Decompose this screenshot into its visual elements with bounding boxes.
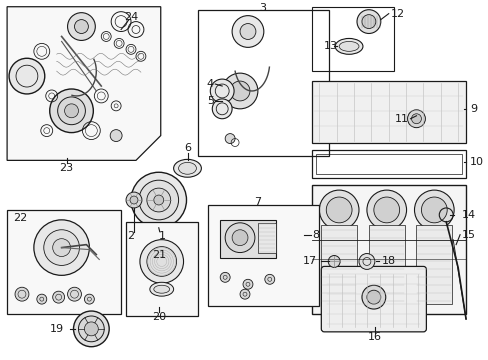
Text: 23: 23 — [60, 163, 74, 173]
Circle shape — [84, 322, 98, 336]
Circle shape — [361, 285, 385, 309]
Circle shape — [34, 220, 89, 275]
Text: 9: 9 — [469, 104, 476, 114]
Circle shape — [64, 104, 78, 118]
Circle shape — [84, 294, 94, 304]
Bar — [257, 223, 275, 253]
Text: 7: 7 — [254, 197, 261, 207]
Ellipse shape — [178, 162, 196, 174]
FancyBboxPatch shape — [321, 266, 426, 332]
Text: 4: 4 — [206, 79, 213, 89]
Ellipse shape — [173, 159, 201, 177]
Circle shape — [210, 79, 234, 103]
Text: 16: 16 — [367, 332, 381, 342]
Bar — [198, 10, 328, 156]
Bar — [368, 225, 404, 304]
Text: 1: 1 — [159, 231, 166, 241]
Text: 20: 20 — [151, 312, 165, 322]
Circle shape — [264, 274, 274, 284]
Circle shape — [232, 15, 264, 48]
Circle shape — [373, 197, 399, 223]
Text: 17: 17 — [303, 256, 317, 266]
Circle shape — [44, 230, 79, 265]
Circle shape — [37, 294, 47, 304]
Circle shape — [421, 197, 447, 223]
Text: 15: 15 — [461, 230, 475, 240]
Circle shape — [67, 287, 81, 301]
Circle shape — [319, 190, 358, 230]
Text: 22: 22 — [13, 213, 27, 223]
Circle shape — [146, 247, 176, 276]
Ellipse shape — [149, 282, 173, 296]
Circle shape — [220, 273, 230, 282]
Polygon shape — [7, 7, 161, 160]
Circle shape — [240, 23, 255, 40]
Circle shape — [53, 239, 70, 257]
Circle shape — [140, 240, 183, 283]
Circle shape — [411, 114, 421, 124]
Bar — [321, 225, 356, 304]
Circle shape — [230, 81, 249, 101]
Circle shape — [53, 291, 64, 303]
Text: 12: 12 — [390, 9, 404, 19]
Text: 13: 13 — [324, 41, 338, 51]
Circle shape — [358, 253, 374, 269]
Text: 8: 8 — [311, 230, 318, 240]
Circle shape — [240, 289, 249, 299]
Text: 3: 3 — [259, 3, 266, 13]
Circle shape — [154, 195, 163, 205]
Circle shape — [73, 311, 109, 347]
Circle shape — [9, 58, 45, 94]
Circle shape — [222, 73, 257, 109]
Text: 14: 14 — [461, 210, 475, 220]
Circle shape — [224, 223, 254, 253]
Text: 2: 2 — [127, 231, 134, 241]
Ellipse shape — [339, 41, 358, 51]
Circle shape — [139, 180, 178, 220]
Text: 11: 11 — [394, 114, 407, 124]
Text: 6: 6 — [183, 144, 191, 153]
Bar — [126, 222, 198, 316]
Circle shape — [126, 192, 142, 208]
Circle shape — [366, 190, 406, 230]
Text: 18: 18 — [381, 256, 395, 266]
Text: 24: 24 — [123, 12, 138, 22]
Circle shape — [224, 134, 235, 144]
Circle shape — [212, 99, 232, 119]
Circle shape — [15, 287, 29, 301]
Text: 21: 21 — [151, 249, 165, 260]
Circle shape — [243, 279, 252, 289]
Bar — [416, 225, 451, 304]
Circle shape — [232, 230, 247, 246]
Text: 10: 10 — [469, 157, 483, 167]
Bar — [208, 205, 319, 306]
Circle shape — [327, 256, 340, 267]
Bar — [7, 210, 121, 314]
Circle shape — [366, 290, 380, 304]
Bar — [312, 150, 465, 178]
Bar — [312, 81, 465, 143]
Circle shape — [356, 10, 380, 33]
Bar — [312, 7, 393, 71]
Circle shape — [67, 13, 95, 40]
Circle shape — [146, 188, 170, 212]
Bar — [316, 154, 461, 174]
Circle shape — [407, 110, 425, 128]
Circle shape — [50, 89, 93, 132]
Bar — [220, 220, 275, 257]
Circle shape — [361, 15, 375, 28]
Text: 5: 5 — [206, 96, 213, 106]
Circle shape — [131, 172, 186, 228]
Ellipse shape — [154, 285, 169, 293]
Text: 19: 19 — [49, 324, 63, 334]
Circle shape — [58, 97, 85, 125]
Circle shape — [325, 197, 351, 223]
Circle shape — [414, 190, 453, 230]
Circle shape — [78, 316, 104, 342]
Circle shape — [130, 196, 138, 204]
Circle shape — [110, 130, 122, 141]
Ellipse shape — [334, 39, 362, 54]
Bar — [312, 185, 465, 314]
Circle shape — [74, 19, 88, 33]
